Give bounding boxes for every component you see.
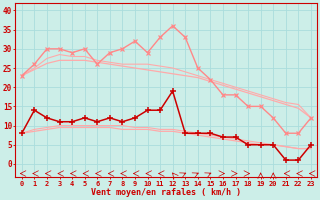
X-axis label: Vent moyen/en rafales ( km/h ): Vent moyen/en rafales ( km/h ) [92, 188, 241, 197]
